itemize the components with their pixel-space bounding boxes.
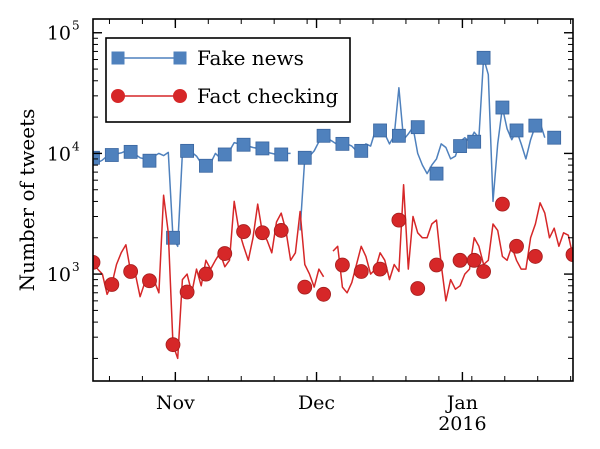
circle-marker bbox=[93, 254, 101, 270]
circle-marker bbox=[297, 279, 313, 295]
x-tick-label: Jan bbox=[445, 392, 478, 414]
square-marker bbox=[429, 166, 444, 181]
y-tick-label: 10 bbox=[47, 264, 71, 286]
square-marker bbox=[255, 141, 270, 156]
square-marker bbox=[142, 153, 157, 168]
square-marker bbox=[495, 100, 510, 115]
y-tick-label: 10 bbox=[47, 23, 71, 45]
y-axis-label: Number of tweets bbox=[15, 109, 39, 292]
legend-square-marker bbox=[111, 51, 125, 65]
series-line bbox=[332, 183, 573, 302]
circle-marker bbox=[142, 273, 157, 289]
circle-marker bbox=[104, 277, 120, 292]
circle-marker bbox=[452, 252, 468, 268]
square-marker bbox=[410, 120, 425, 135]
square-marker bbox=[297, 150, 312, 165]
square-marker bbox=[180, 143, 195, 158]
circle-marker bbox=[198, 266, 214, 282]
square-marker bbox=[217, 147, 232, 162]
circle-marker bbox=[273, 223, 289, 238]
x-tick-label: Nov bbox=[156, 392, 195, 414]
circle-marker bbox=[372, 261, 388, 277]
square-marker bbox=[123, 144, 138, 159]
legend-square-marker bbox=[173, 51, 187, 65]
circle-marker bbox=[165, 337, 181, 353]
circle-marker bbox=[255, 225, 270, 241]
circle-marker bbox=[509, 238, 524, 254]
y-tick-exponent: 4 bbox=[72, 139, 80, 153]
legend-label: Fact checking bbox=[197, 84, 339, 108]
square-marker bbox=[335, 136, 350, 151]
circle-marker bbox=[353, 264, 369, 279]
circle-marker bbox=[565, 247, 573, 263]
square-marker bbox=[391, 128, 406, 143]
y-tick-exponent: 5 bbox=[72, 19, 80, 33]
square-marker bbox=[373, 123, 387, 138]
square-marker bbox=[274, 147, 289, 162]
square-marker bbox=[166, 230, 180, 245]
circle-marker bbox=[123, 264, 139, 279]
legend-circle-marker bbox=[173, 89, 187, 103]
square-marker bbox=[236, 137, 251, 152]
square-marker bbox=[453, 139, 467, 153]
square-marker bbox=[547, 130, 562, 145]
legend-circle-marker bbox=[111, 89, 125, 103]
y-tick-label: 10 bbox=[47, 143, 71, 165]
series-fact-checking bbox=[93, 183, 573, 360]
circle-marker bbox=[495, 196, 510, 212]
y-tick-exponent: 3 bbox=[72, 260, 80, 274]
square-marker bbox=[528, 118, 543, 133]
series-fake-news bbox=[93, 50, 562, 248]
circle-marker bbox=[429, 257, 444, 273]
circle-marker bbox=[527, 249, 543, 264]
square-marker bbox=[316, 128, 331, 143]
circle-marker bbox=[179, 284, 195, 300]
square-marker bbox=[199, 158, 213, 173]
square-marker bbox=[93, 150, 100, 165]
circle-marker bbox=[476, 264, 491, 279]
square-marker bbox=[467, 134, 482, 149]
square-marker bbox=[476, 50, 491, 65]
circle-marker bbox=[217, 246, 233, 261]
circle-marker bbox=[316, 286, 331, 302]
x-tick-sublabel: 2016 bbox=[438, 413, 486, 435]
circle-marker bbox=[466, 252, 482, 268]
square-marker bbox=[354, 143, 369, 158]
circle-marker bbox=[236, 224, 251, 239]
legend-box bbox=[105, 37, 351, 123]
square-marker bbox=[509, 123, 524, 138]
circle-marker bbox=[410, 281, 426, 296]
circle-marker bbox=[391, 212, 407, 228]
x-tick-label: Dec bbox=[298, 392, 335, 414]
legend-label: Fake news bbox=[197, 46, 304, 70]
circle-marker bbox=[335, 257, 350, 273]
plot-area-frame bbox=[92, 18, 574, 382]
square-marker bbox=[104, 148, 119, 162]
